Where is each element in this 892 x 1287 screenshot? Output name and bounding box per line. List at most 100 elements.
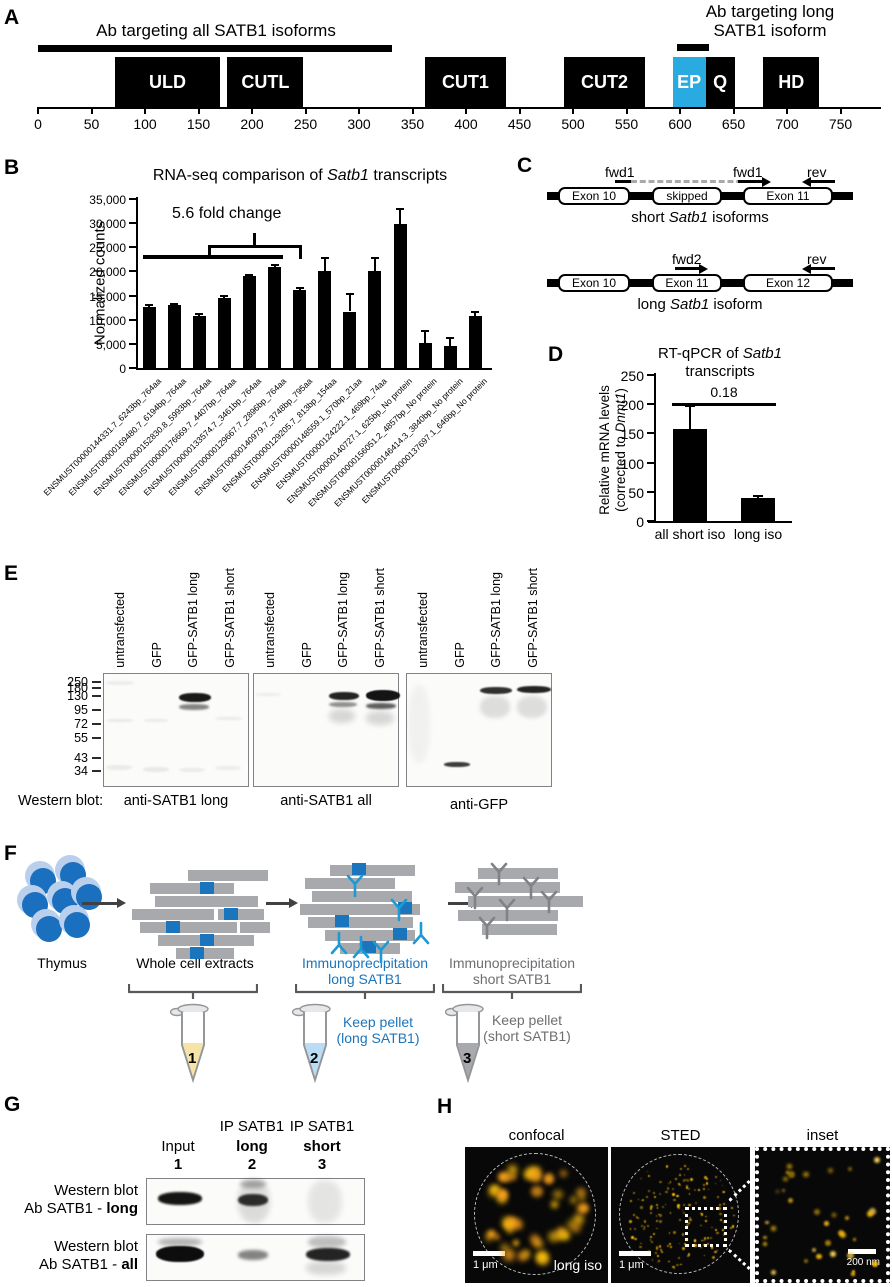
fluorescence-dot [869, 1208, 876, 1215]
fluorescence-blob [548, 1230, 560, 1243]
significance-line [672, 403, 776, 406]
fluorescence-dot [673, 1198, 676, 1202]
figure-element [352, 935, 370, 959]
bar-13 [468, 315, 482, 368]
protein-band [106, 719, 134, 722]
fluorescence-dot [840, 1231, 847, 1238]
fluorescence-blob [518, 1252, 527, 1261]
figure-element [457, 1043, 479, 1078]
error-bar [198, 313, 201, 317]
error-bar [323, 257, 326, 271]
error-bar-cap [370, 257, 379, 260]
axis-tick-label: 0 [34, 116, 42, 132]
axis-tick [304, 107, 307, 114]
blot-row-label: Ab SATB1 - long [0, 1200, 138, 1217]
figure-element [330, 931, 348, 955]
extract-fragment [300, 904, 420, 915]
figure-element: 2 [291, 1003, 331, 1084]
fluorescence-blob [551, 1201, 559, 1209]
bar-5 [268, 266, 281, 368]
y-tick-label: 200 [620, 397, 644, 414]
exon-box: Exon 11 [652, 274, 722, 292]
fluorescence-dot [668, 1231, 671, 1234]
fluorescence-dot [816, 1253, 822, 1260]
inset-title: inset [806, 1127, 839, 1144]
axis-tick [572, 107, 574, 114]
figure-element: Satb1 [742, 345, 782, 362]
blot-row-label: Ab SATB1 - all [0, 1256, 138, 1273]
lane-number: 1 [173, 1156, 183, 1173]
ab-all-label: Ab targeting all SATB1 isoforms [96, 21, 336, 40]
fluorescence-dot [656, 1207, 659, 1209]
axis-tick-label: 200 [240, 116, 264, 132]
fluorescence-dot [685, 1238, 689, 1242]
fluorescence-dot [637, 1217, 639, 1219]
mw-marker-tick [92, 757, 101, 759]
protein-band [240, 1180, 266, 1188]
antibody-short-icon [540, 890, 558, 919]
figure-element [372, 940, 390, 964]
y-tick-label: 25,000 [89, 241, 126, 256]
fluorescence-dot [656, 1228, 658, 1230]
figure-element [478, 916, 496, 940]
y-tick-label: 20,000 [89, 265, 126, 280]
arrow-1-head [117, 898, 126, 908]
fluorescence-dot [763, 1236, 767, 1240]
protein-band [238, 1180, 270, 1223]
fluorescence-blob [513, 1219, 524, 1230]
fluorescence-dot [704, 1237, 707, 1239]
fluorescence-dot [678, 1256, 681, 1260]
fluorescence-dot [654, 1251, 657, 1254]
fluorescence-dot [872, 1261, 878, 1267]
fluorescence-dot [629, 1227, 632, 1230]
fluorescence-dot [662, 1205, 664, 1208]
sted-scalebar-label: 1 μm [619, 1259, 644, 1271]
protein-band [106, 765, 132, 770]
error-bar [689, 405, 691, 429]
fluorescence-dot [703, 1255, 706, 1257]
fluorescence-dot [689, 1216, 692, 1219]
fluorescence-dot [716, 1195, 720, 1199]
fluorescence-dot [720, 1219, 723, 1222]
extract-fragment [140, 922, 237, 933]
lane-label: GFP-SATB1 short [373, 568, 387, 668]
fluorescence-dot [686, 1179, 690, 1182]
extract-fragment [312, 891, 412, 902]
confocal-scalebar [473, 1251, 505, 1256]
comparison-underline [143, 255, 283, 259]
primer-fwd2-arrow [675, 267, 701, 270]
chart-title: RNA-seq comparison of Satb1 transcripts [100, 167, 500, 185]
bar-8 [343, 311, 357, 368]
panel-b-label: B [4, 156, 20, 179]
extract-fragment [218, 909, 264, 920]
ip-short-label: Immunoprecipitation short SATB1 [437, 955, 587, 987]
exon-box: Exon 10 [558, 274, 630, 292]
panel-e-label: E [4, 562, 19, 585]
figure-element: (long SATB1) [336, 1030, 420, 1046]
fluorescence-dot [646, 1224, 650, 1228]
fluorescence-dot [873, 1157, 880, 1164]
figure-element: isoform [709, 296, 763, 313]
figure-element [466, 886, 484, 910]
satb1-epitope [335, 915, 349, 927]
axis-tick-label: 250 [293, 116, 318, 132]
fluorescence-dot [679, 1174, 681, 1176]
isoform-caption: long Satb1 isoform [570, 296, 830, 313]
thymocyte-cell [64, 912, 90, 938]
antibody-long-icon [390, 898, 408, 927]
protein-band [306, 1261, 346, 1275]
arrow-2-head [289, 898, 298, 908]
ip-header: IP SATB1 [219, 1118, 285, 1135]
error-bar-cap [685, 404, 695, 407]
fluorescence-dot [700, 1246, 702, 1249]
figure-element [352, 935, 370, 959]
fluorescence-dot [717, 1206, 721, 1210]
error-bar-cap [170, 302, 179, 305]
mw-marker-tick [92, 770, 101, 772]
inset-scalebar-label: 200 nm [846, 1257, 880, 1268]
arrow-1 [82, 902, 118, 905]
fluorescence-dot [677, 1206, 680, 1209]
mw-marker-tick [92, 695, 101, 697]
fluorescence-blob [537, 1253, 550, 1266]
protein-band [308, 1180, 342, 1223]
